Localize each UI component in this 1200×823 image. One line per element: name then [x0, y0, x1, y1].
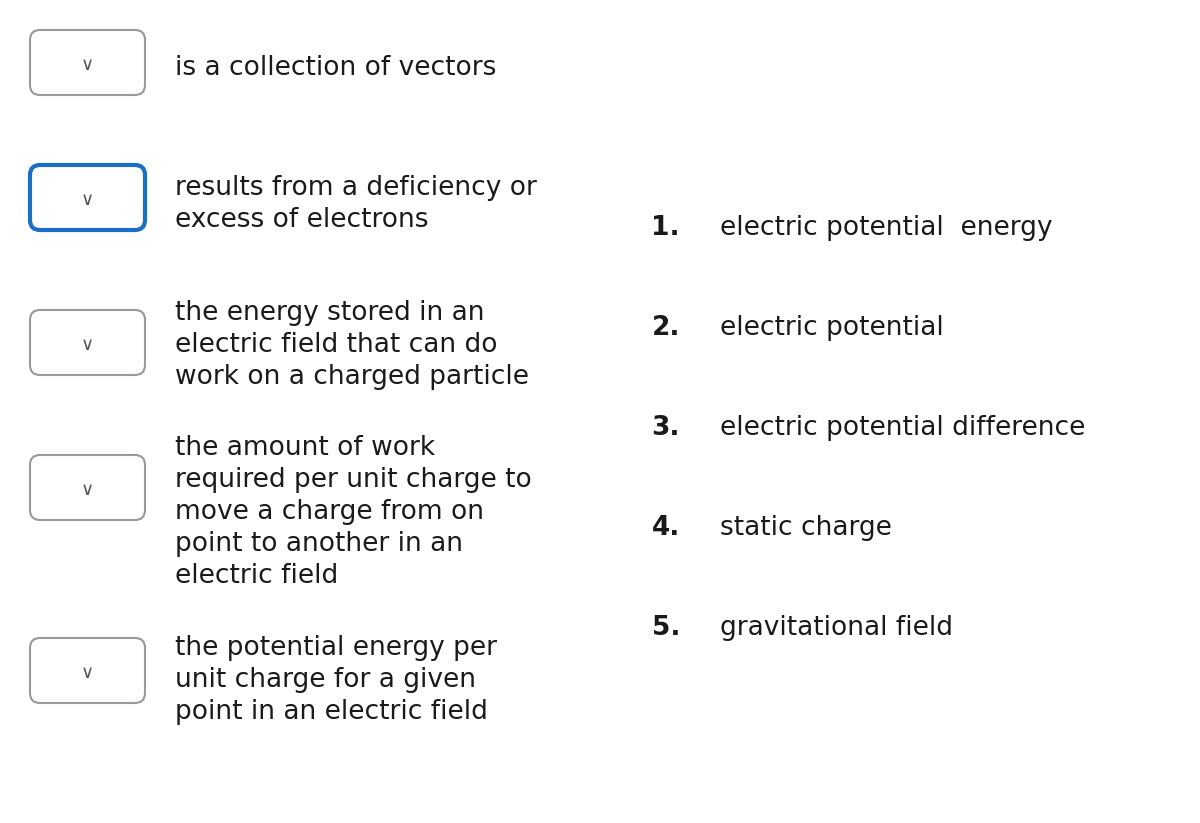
Text: 5.: 5. — [652, 615, 680, 641]
Text: electric potential difference: electric potential difference — [720, 415, 1085, 441]
Text: electric potential: electric potential — [720, 315, 943, 341]
FancyBboxPatch shape — [30, 638, 145, 703]
Text: point to another in an: point to another in an — [175, 531, 463, 557]
Text: ∨: ∨ — [80, 55, 94, 73]
FancyBboxPatch shape — [30, 30, 145, 95]
Text: point in an electric field: point in an electric field — [175, 699, 488, 725]
Text: 2.: 2. — [652, 315, 680, 341]
Text: required per unit charge to: required per unit charge to — [175, 467, 532, 493]
Text: move a charge from on: move a charge from on — [175, 499, 484, 525]
Text: 3.: 3. — [652, 415, 680, 441]
Text: ∨: ∨ — [80, 336, 94, 354]
Text: electric field: electric field — [175, 563, 338, 589]
Text: ∨: ∨ — [80, 481, 94, 499]
Text: electric potential  energy: electric potential energy — [720, 215, 1052, 241]
Text: 1.: 1. — [652, 215, 680, 241]
Text: static charge: static charge — [720, 515, 892, 541]
FancyBboxPatch shape — [30, 165, 145, 230]
FancyBboxPatch shape — [30, 310, 145, 375]
Text: is a collection of vectors: is a collection of vectors — [175, 55, 497, 81]
Text: work on a charged particle: work on a charged particle — [175, 364, 529, 390]
Text: the energy stored in an: the energy stored in an — [175, 300, 485, 326]
Text: results from a deficiency or: results from a deficiency or — [175, 175, 536, 201]
Text: electric field that can do: electric field that can do — [175, 332, 498, 358]
Text: 4.: 4. — [652, 515, 680, 541]
Text: gravitational field: gravitational field — [720, 615, 953, 641]
Text: ∨: ∨ — [80, 190, 94, 208]
Text: unit charge for a given: unit charge for a given — [175, 667, 476, 693]
Text: excess of electrons: excess of electrons — [175, 207, 428, 233]
Text: the amount of work: the amount of work — [175, 435, 436, 461]
Text: the potential energy per: the potential energy per — [175, 635, 497, 661]
Text: ∨: ∨ — [80, 663, 94, 681]
FancyBboxPatch shape — [30, 455, 145, 520]
